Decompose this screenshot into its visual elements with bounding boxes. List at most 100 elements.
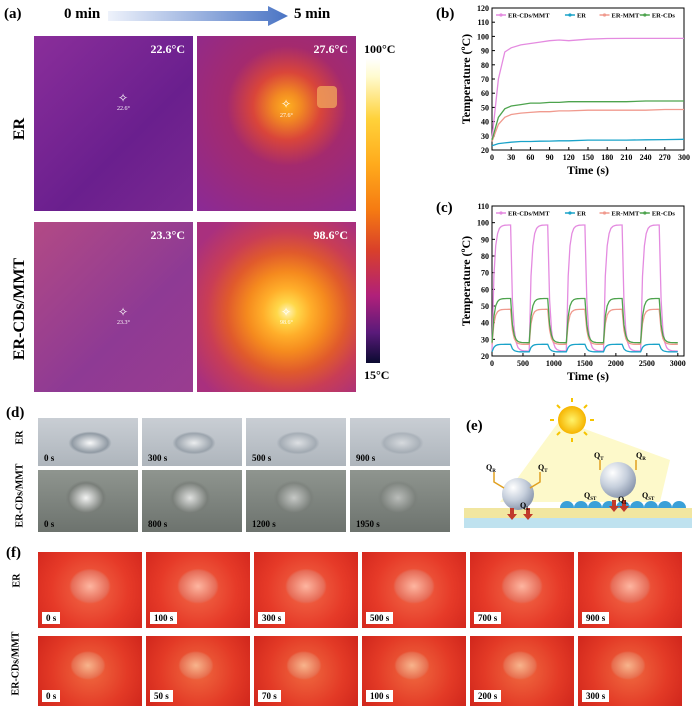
panel-label-b: (b) <box>436 6 455 22</box>
hot-spot-edge <box>317 86 337 108</box>
time-label: 300 s <box>148 453 168 463</box>
y-tick-label: 80 <box>481 252 489 261</box>
droplet-photo: 0 s <box>38 470 138 532</box>
time-label: 200 s <box>474 690 502 702</box>
y-tick-label: 50 <box>481 103 489 112</box>
time-arrow <box>108 6 288 26</box>
plot-frame <box>491 7 685 151</box>
frost-photo: 700 s <box>470 552 574 628</box>
x-tick-label: 240 <box>640 153 652 162</box>
thermal-er-0min: 22.6°C ✧ 22.6° <box>34 36 193 211</box>
time-label: 100 s <box>150 612 178 624</box>
time-start-label: 0 min <box>64 6 101 22</box>
thermal-temp: 98.6°C <box>313 228 348 242</box>
f-row-label-er: ER <box>11 573 23 588</box>
q-label: QR <box>636 451 646 462</box>
legend-label: ER-CDs/MMT <box>508 13 550 20</box>
y-axis-label: Temperature (ºC) <box>459 34 473 124</box>
row-label-er: ER <box>11 117 28 141</box>
x-tick-label: 0 <box>490 359 494 368</box>
time-label: 0 s <box>42 690 61 702</box>
frost-photo: 900 s <box>578 552 682 628</box>
x-tick-label: 210 <box>620 153 632 162</box>
series-line-er <box>491 138 685 147</box>
legend-label: ER <box>577 211 586 218</box>
droplet-photo: 0 s <box>38 418 138 466</box>
y-axis-label: Temperature (ºC) <box>459 236 473 326</box>
droplet-photo: 800 s <box>142 470 242 532</box>
time-label: 900 s <box>582 612 610 624</box>
x-tick-label: 1500 <box>577 359 593 368</box>
time-label: 1950 s <box>356 519 380 529</box>
crosshair-icon: ✧ <box>281 305 292 319</box>
time-label: 300 s <box>582 690 610 702</box>
scale-min-label: 15°C <box>364 368 390 382</box>
frost-photo: 0 s <box>38 636 142 706</box>
time-label: 70 s <box>258 690 281 702</box>
y-tick-label: 110 <box>477 18 489 27</box>
time-label: 0 s <box>42 612 61 624</box>
droplet-photo: 900 s <box>350 418 450 466</box>
y-tick-label: 100 <box>477 219 489 228</box>
y-tick-label: 70 <box>481 269 489 278</box>
crosshair-icon: ✧ <box>118 305 129 319</box>
y-tick-label: 70 <box>481 75 489 84</box>
series-line-er-cds-mmt <box>491 224 678 352</box>
q-label: QT <box>594 451 604 462</box>
y-tick-label: 90 <box>481 235 489 244</box>
y-tick-label: 40 <box>481 118 489 127</box>
frost-photo: 100 s <box>362 636 466 706</box>
legend-label: ER-MMT <box>612 211 640 218</box>
row-label-er-cds-mmt: ER-CDs/MMT <box>11 257 28 361</box>
y-tick-label: 100 <box>477 32 489 41</box>
y-tick-label: 40 <box>481 319 489 328</box>
droplet-photo: 1950 s <box>350 470 450 532</box>
y-tick-label: 20 <box>481 352 489 361</box>
thermal-cds-5min: 98.6°C ✧ 98.6° <box>197 222 356 392</box>
series-line-er-mmt <box>491 308 678 345</box>
panel-label-c: (c) <box>436 200 453 216</box>
x-tick-label: 1000 <box>546 359 562 368</box>
droplet-photo: 300 s <box>142 418 242 466</box>
panel-label-e: (e) <box>466 418 483 434</box>
crosshair-value: 22.6° <box>117 106 130 112</box>
color-scale-bar <box>366 58 380 363</box>
legend-marker <box>602 13 607 17</box>
time-label: 100 s <box>366 690 394 702</box>
time-label: 50 s <box>150 690 173 702</box>
legend-marker <box>568 13 572 17</box>
legend-label: ER-MMT <box>612 13 640 20</box>
legend-marker <box>643 13 647 17</box>
x-tick-label: 0 <box>490 153 494 162</box>
series-line-er-cds-mmt <box>491 37 684 139</box>
x-tick-label: 500 <box>517 359 529 368</box>
temperature-chart-b: 20 30 40 50 60 70 80 90 100 110 120 0 30 60 90 120 150 18… <box>459 4 690 177</box>
time-label: 500 s <box>252 453 272 463</box>
f-row-label-er-cds-mmt: ER-CDs/MMT <box>10 631 22 696</box>
x-axis-label: Time (s) <box>567 163 609 177</box>
frost-photo: 300 s <box>578 636 682 706</box>
series-line-er-mmt <box>491 108 684 142</box>
temperature-chart-c: 20 30 40 50 60 70 80 90 100 110 0 500 1000 1500 2000 25… <box>459 202 686 383</box>
time-label: 900 s <box>356 453 376 463</box>
y-tick-label: 120 <box>477 4 489 13</box>
q-label: QL <box>520 501 530 512</box>
y-tick-label: 50 <box>481 302 489 311</box>
sun-icon <box>550 398 594 442</box>
frost-photo: 200 s <box>470 636 574 706</box>
heat-transfer-schematic: QR QT QL QT QR QST QL QST <box>464 398 692 528</box>
frost-photo: 100 s <box>146 552 250 628</box>
legend-label: ER-CDs <box>652 211 676 218</box>
x-tick-label: 300 <box>678 153 690 162</box>
crosshair-icon: ✧ <box>281 97 292 111</box>
series-line-er-cds <box>491 100 684 141</box>
legend-marker <box>643 211 647 215</box>
x-tick-label: 2000 <box>608 359 624 368</box>
panel-label-f: (f) <box>6 545 21 561</box>
legend-marker <box>499 211 503 215</box>
time-label: 0 s <box>44 519 55 529</box>
legend-marker <box>602 211 607 215</box>
x-tick-label: 3000 <box>670 359 686 368</box>
q-label: QL <box>618 495 628 506</box>
thermal-cds-0min: 23.3°C ✧ 23.3° <box>34 222 193 392</box>
